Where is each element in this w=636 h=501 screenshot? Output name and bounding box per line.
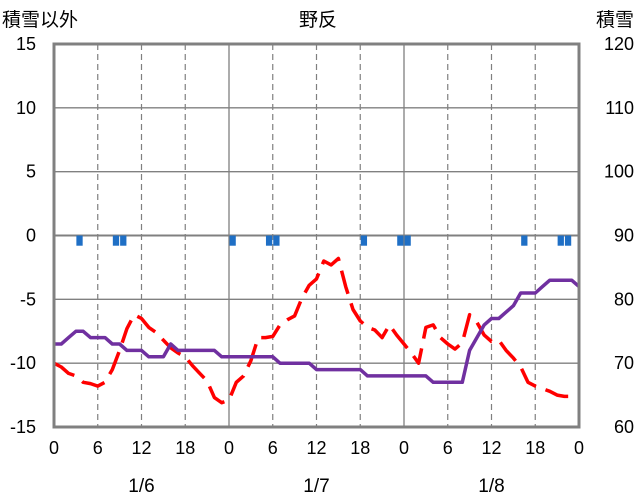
day-label: 1/6 bbox=[128, 476, 154, 497]
x-tick-label: 0 bbox=[399, 438, 409, 458]
y-right-axis-label: 積雪 bbox=[596, 9, 634, 31]
x-tick-label: 18 bbox=[175, 438, 195, 458]
y-left-tick-label: 0 bbox=[26, 226, 36, 246]
x-tick-label: 0 bbox=[49, 438, 59, 458]
x-tick-label: 0 bbox=[224, 438, 234, 458]
y-right-tick-label: 110 bbox=[605, 98, 634, 118]
precip-bar bbox=[120, 235, 127, 246]
x-tick-label: 12 bbox=[481, 438, 501, 458]
precip-bar bbox=[564, 235, 572, 246]
y-right-tick-label: 100 bbox=[604, 162, 634, 182]
x-tick-label: 6 bbox=[93, 438, 103, 458]
y-left-tick-label: 5 bbox=[26, 162, 36, 182]
precip-bar bbox=[112, 235, 120, 246]
day-label: 1/7 bbox=[303, 476, 329, 497]
precip-bar bbox=[521, 235, 528, 246]
day-label: 1/8 bbox=[478, 476, 504, 497]
temperature-line bbox=[53, 256, 579, 405]
y-right-tick-label: 120 bbox=[604, 34, 634, 54]
y-left-tick-label: 15 bbox=[16, 34, 36, 54]
x-tick-label: 12 bbox=[306, 438, 326, 458]
y-left-tick-label: 10 bbox=[16, 98, 36, 118]
chart-title: 野反 bbox=[299, 9, 337, 31]
y-right-tick-label: 70 bbox=[614, 353, 634, 373]
x-tick-label: 6 bbox=[443, 438, 453, 458]
plot-frame bbox=[52, 42, 581, 429]
precip-bar bbox=[229, 235, 236, 246]
precip-bar bbox=[265, 235, 273, 246]
snow-depth-line bbox=[54, 278, 581, 385]
y-left-axis-label: 積雪以外 bbox=[2, 9, 78, 31]
y-left-tick-label: -10 bbox=[10, 353, 36, 373]
x-tick-label: 18 bbox=[525, 438, 545, 458]
precip-bar bbox=[557, 235, 564, 246]
precip-bar bbox=[273, 235, 280, 246]
y-right-tick-label: 80 bbox=[614, 289, 634, 309]
y-left-tick-label: -15 bbox=[10, 417, 36, 437]
precip-bar bbox=[397, 235, 404, 246]
precip-bar bbox=[404, 235, 411, 246]
x-tick-label: 12 bbox=[131, 438, 151, 458]
precip-bar bbox=[76, 235, 83, 246]
y-left-tick-label: -5 bbox=[20, 289, 36, 309]
y-right-tick-label: 60 bbox=[614, 417, 634, 437]
x-tick-label: 6 bbox=[268, 438, 278, 458]
x-tick-label: 18 bbox=[350, 438, 370, 458]
precip-bar bbox=[360, 235, 368, 246]
x-tick-label: 0 bbox=[574, 438, 584, 458]
y-right-tick-label: 90 bbox=[614, 226, 634, 246]
